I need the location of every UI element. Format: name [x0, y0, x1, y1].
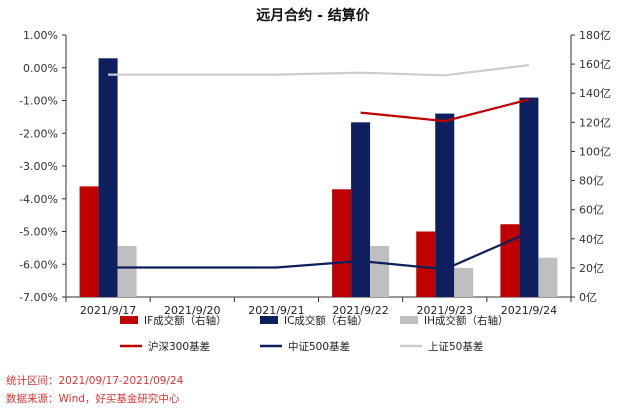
bars	[79, 58, 558, 298]
range-note: 统计区间：2021/09/17-2021/09/24	[6, 374, 184, 387]
x-tick-label: 2021/9/17	[80, 304, 136, 317]
bar	[538, 257, 558, 297]
legend-label: IH成交额（右轴）	[424, 314, 509, 327]
legend-label: 上证50基差	[428, 340, 483, 353]
bar	[98, 58, 118, 298]
bar	[79, 186, 99, 297]
bar	[519, 97, 539, 297]
bar	[435, 113, 455, 297]
right-tick-label: 100亿	[579, 145, 611, 158]
legend: IF成交额（右轴） IC成交额（右轴） IH成交额（右轴） 沪深300基差 中证500基…	[120, 314, 509, 353]
bar	[500, 224, 520, 297]
right-tick-label: 160亿	[579, 58, 611, 71]
legend-swatch	[260, 316, 278, 324]
left-tick-label: -7.00%	[19, 291, 58, 304]
x-tick-label: 2021/9/20	[164, 304, 220, 317]
right-tick-label: 140亿	[579, 87, 611, 100]
left-tick-label: -3.00%	[19, 160, 58, 173]
source-note: 数据来源：Wind，好买基金研究中心	[6, 392, 180, 405]
right-tick-label: 120亿	[579, 116, 611, 129]
bar	[332, 189, 352, 297]
left-tick-label: -5.00%	[19, 226, 58, 239]
right-tick-label: 80亿	[579, 175, 604, 188]
left-tick-label: -6.00%	[19, 258, 58, 271]
right-tick-label: 0亿	[579, 291, 597, 304]
series-line	[108, 64, 530, 77]
legend-swatch	[120, 316, 138, 324]
series-line	[108, 231, 530, 271]
left-tick-label: -1.00%	[19, 95, 58, 108]
right-tick-label: 20亿	[579, 262, 604, 275]
lines	[108, 64, 530, 271]
axes: 1.00% 0.00% -1.00% -2.00% -3.00% -4.00% -5.00%…	[19, 29, 611, 317]
left-tick-label: 1.00%	[23, 29, 58, 42]
left-tick-label: 0.00%	[23, 62, 58, 75]
bar	[117, 246, 137, 297]
x-tick-label: 2021/9/21	[248, 304, 304, 317]
series-line	[360, 98, 530, 123]
bar	[351, 122, 371, 297]
legend-label: 中证500基差	[288, 340, 350, 353]
right-tick-label: 40亿	[579, 233, 604, 246]
legend-label: 沪深300基差	[148, 340, 210, 353]
right-tick-label: 180亿	[579, 29, 611, 42]
legend-swatch	[400, 316, 418, 324]
x-tick-label: 2021/9/23	[417, 304, 473, 317]
chart-title: 远月合约 - 结算价	[256, 7, 371, 24]
x-tick-label: 2021/9/22	[332, 304, 388, 317]
bar	[454, 267, 474, 297]
left-tick-label: -4.00%	[19, 193, 58, 206]
legend-label: IC成交额（右轴）	[284, 314, 368, 327]
x-tick-label: 2021/9/24	[501, 304, 557, 317]
right-tick-label: 60亿	[579, 204, 604, 217]
left-tick-label: -2.00%	[19, 127, 58, 140]
bar	[416, 231, 436, 297]
legend-label: IF成交额（右轴）	[144, 314, 227, 327]
bar	[370, 246, 390, 297]
